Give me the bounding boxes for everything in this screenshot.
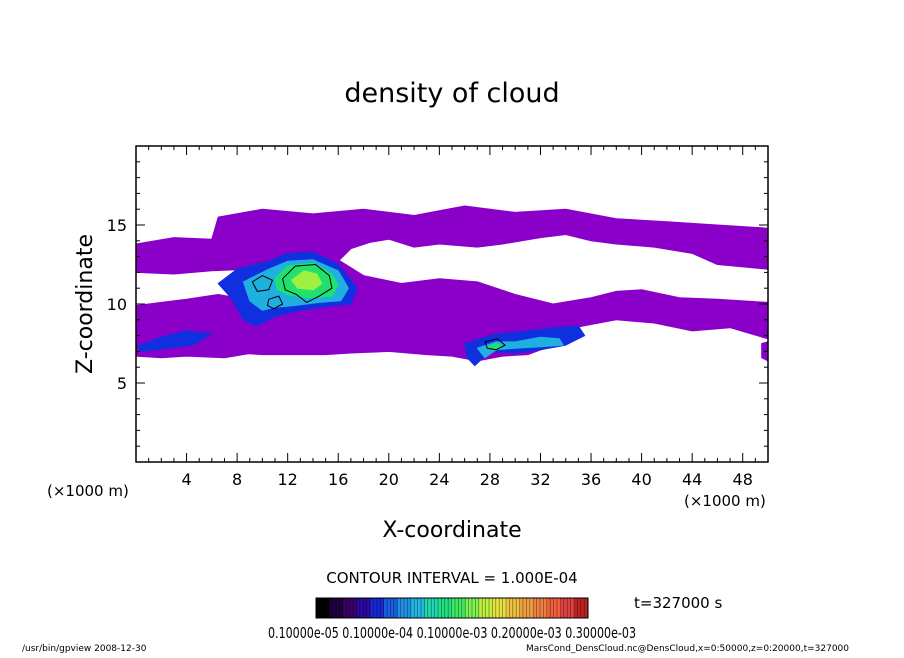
colorbar-swatch bbox=[316, 598, 331, 618]
x-unit-label-left: (×1000 m) bbox=[47, 482, 129, 500]
colorbar-swatch bbox=[397, 598, 412, 618]
left-lobe-contour bbox=[251, 275, 274, 292]
colorbar-swatch bbox=[506, 598, 521, 618]
x-tick-label: 8 bbox=[232, 470, 242, 489]
plot-area bbox=[135, 145, 769, 463]
x-tick-label: 16 bbox=[328, 470, 348, 489]
density-field bbox=[136, 205, 768, 367]
main-peak-contour bbox=[282, 263, 333, 303]
region-main-cell-peak bbox=[291, 270, 323, 291]
y-tick-label: 15 bbox=[107, 216, 127, 235]
chart-title: density of cloud bbox=[344, 78, 559, 109]
colorbar-swatch bbox=[492, 598, 507, 618]
colorbar-swatch bbox=[343, 598, 358, 618]
x-tick-label: 32 bbox=[530, 470, 550, 489]
x-tick-label: 24 bbox=[429, 470, 449, 489]
x-unit-label-right: (×1000 m) bbox=[684, 492, 766, 510]
y-tick-label: 5 bbox=[117, 374, 127, 393]
right-cell-contour bbox=[484, 338, 506, 351]
x-axis-title: X-coordinate bbox=[382, 518, 521, 543]
x-tick-label: 4 bbox=[181, 470, 191, 489]
x-tick-label: 36 bbox=[581, 470, 601, 489]
colorbar bbox=[316, 598, 589, 618]
x-tick-label: 44 bbox=[682, 470, 702, 489]
colorbar-swatch bbox=[438, 598, 453, 618]
footer-right: MarsCond_DensCloud.nc@DensCloud,x=0:5000… bbox=[526, 644, 849, 654]
y-axis-ticks: 5 10 15 bbox=[107, 161, 768, 447]
colorbar-swatch bbox=[384, 598, 399, 618]
time-label: t=327000 s bbox=[634, 594, 722, 612]
colorbar-swatch bbox=[411, 598, 426, 618]
colorbar-swatch bbox=[520, 598, 535, 618]
x-axis-ticks: 4 8 12 16 20 24 28 32 36 40 44 48 bbox=[148, 146, 756, 489]
contour-interval-label: CONTOUR INTERVAL = 1.000E-04 bbox=[326, 569, 577, 587]
colorbar-swatch bbox=[465, 598, 480, 618]
colorbar-tick-labels: 0.10000e-05 0.10000e-04 0.10000e-03 0.20… bbox=[268, 624, 636, 642]
colorbar-swatch bbox=[370, 598, 385, 618]
y-axis-title: Z-coordinate bbox=[73, 234, 98, 374]
x-tick-label: 28 bbox=[480, 470, 500, 489]
region-lower-left-band bbox=[136, 324, 289, 359]
colorbar-swatch bbox=[452, 598, 467, 618]
center-lower-contour bbox=[266, 295, 284, 310]
colorbar-swatch bbox=[329, 598, 344, 618]
colorbar-swatch bbox=[533, 598, 548, 618]
region-right-cell-cyan bbox=[476, 336, 564, 359]
colorbar-swatch bbox=[356, 598, 371, 618]
y-tick-label: 10 bbox=[107, 295, 127, 314]
x-tick-label: 12 bbox=[278, 470, 298, 489]
footer-left: /usr/bin/gpview 2008-12-30 bbox=[22, 644, 147, 654]
x-tick-label: 20 bbox=[379, 470, 399, 489]
x-tick-label: 40 bbox=[631, 470, 651, 489]
region-left-blue-strip bbox=[136, 330, 213, 352]
colorbar-swatch bbox=[479, 598, 494, 618]
colorbar-frame bbox=[315, 597, 589, 619]
colorbar-swatch bbox=[424, 598, 439, 618]
contour-lines bbox=[251, 263, 506, 351]
colorbar-swatch bbox=[574, 598, 589, 618]
x-tick-label: 48 bbox=[733, 470, 753, 489]
colorbar-swatch bbox=[547, 598, 562, 618]
colorbar-swatch bbox=[560, 598, 575, 618]
